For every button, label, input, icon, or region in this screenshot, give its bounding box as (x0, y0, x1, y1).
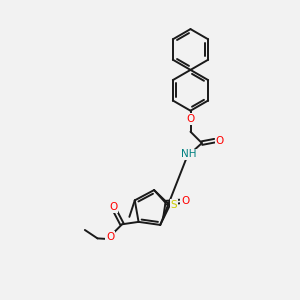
Text: O: O (186, 114, 195, 124)
Text: O: O (181, 196, 189, 206)
Text: O: O (106, 232, 114, 242)
Text: NH: NH (181, 149, 197, 160)
Text: S: S (171, 200, 177, 210)
Text: O: O (216, 136, 224, 146)
Text: O: O (109, 202, 117, 212)
